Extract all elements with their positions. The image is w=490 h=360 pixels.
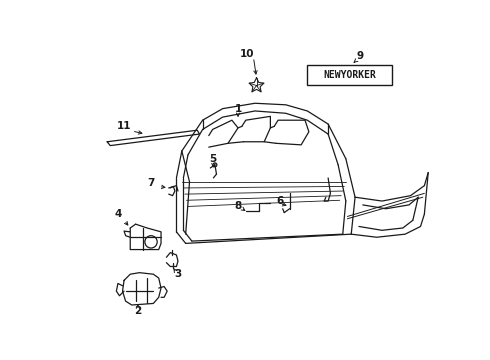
Text: 5: 5: [209, 154, 216, 164]
Text: 1: 1: [234, 104, 242, 114]
Text: 6: 6: [276, 196, 283, 206]
Text: 2: 2: [134, 306, 142, 316]
Text: 4: 4: [114, 209, 122, 219]
Text: 11: 11: [117, 121, 131, 131]
Text: 10: 10: [240, 49, 254, 59]
Text: 8: 8: [234, 202, 242, 211]
Text: 3: 3: [174, 269, 182, 279]
Text: 9: 9: [357, 50, 364, 60]
Bar: [307, 65, 392, 85]
Text: 7: 7: [147, 178, 155, 188]
Text: NEWYORKER: NEWYORKER: [323, 70, 376, 80]
